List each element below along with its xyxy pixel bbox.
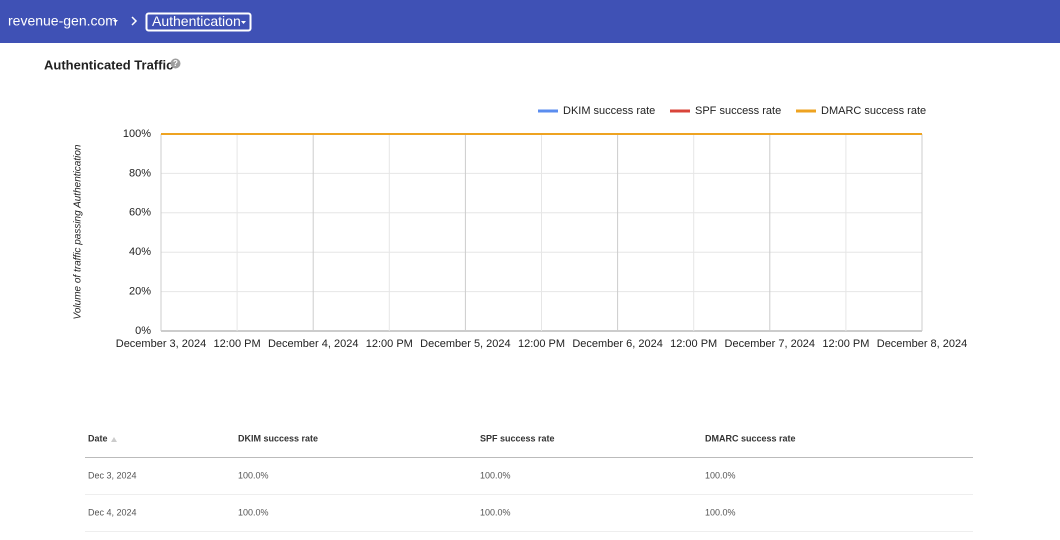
sort-icon	[111, 437, 117, 442]
breadcrumb-chevron	[131, 16, 138, 26]
y-tick-label: 60%	[129, 207, 151, 219]
table-cell: Dec 4, 2024	[88, 507, 137, 517]
y-axis-label: Volume of traffic passing Authentication	[73, 144, 84, 319]
x-tick-label: December 4, 2024	[268, 338, 359, 350]
legend-label: DKIM success rate	[563, 105, 655, 117]
x-tick-label: 12:00 PM	[366, 338, 413, 350]
table-cell: 100.0%	[480, 470, 511, 480]
help-icon-glyph: ?	[173, 59, 178, 68]
section-selector[interactable]: Authentication	[152, 13, 241, 29]
y-tick-label: 80%	[129, 167, 151, 179]
y-tick-label: 0%	[135, 325, 151, 337]
legend-label: DMARC success rate	[821, 105, 926, 117]
x-tick-label: 12:00 PM	[822, 338, 869, 350]
x-tick-label: December 5, 2024	[420, 338, 511, 350]
chart-title: Authenticated Traffic	[44, 57, 173, 72]
column-header[interactable]: DKIM success rate	[238, 433, 318, 443]
x-tick-label: December 6, 2024	[572, 338, 663, 350]
x-tick-label: 12:00 PM	[670, 338, 717, 350]
table-cell: 100.0%	[705, 470, 736, 480]
table-cell: 100.0%	[480, 507, 511, 517]
column-header[interactable]: Date	[88, 433, 108, 443]
x-tick-label: 12:00 PM	[214, 338, 261, 350]
legend-label: SPF success rate	[695, 105, 781, 117]
domain-selector[interactable]: revenue-gen.com	[8, 13, 117, 29]
y-tick-label: 20%	[129, 286, 151, 298]
section-box[interactable]	[145, 12, 252, 32]
table-cell: 100.0%	[238, 470, 269, 480]
help-icon[interactable]	[170, 58, 181, 69]
column-header[interactable]: SPF success rate	[480, 433, 555, 443]
y-tick-label: 40%	[129, 246, 151, 258]
y-tick-label: 100%	[123, 128, 151, 140]
table-cell: 100.0%	[238, 507, 269, 517]
x-tick-label: 12:00 PM	[518, 338, 565, 350]
top-bar	[0, 0, 1060, 43]
x-tick-label: December 7, 2024	[725, 338, 816, 350]
table-cell: Dec 3, 2024	[88, 470, 137, 480]
dropdown-caret	[113, 20, 118, 23]
x-tick-label: December 3, 2024	[116, 338, 207, 350]
column-header[interactable]: DMARC success rate	[705, 433, 796, 443]
table-cell: 100.0%	[705, 507, 736, 517]
x-tick-label: December 8, 2024	[877, 338, 968, 350]
dropdown-caret	[241, 21, 246, 24]
